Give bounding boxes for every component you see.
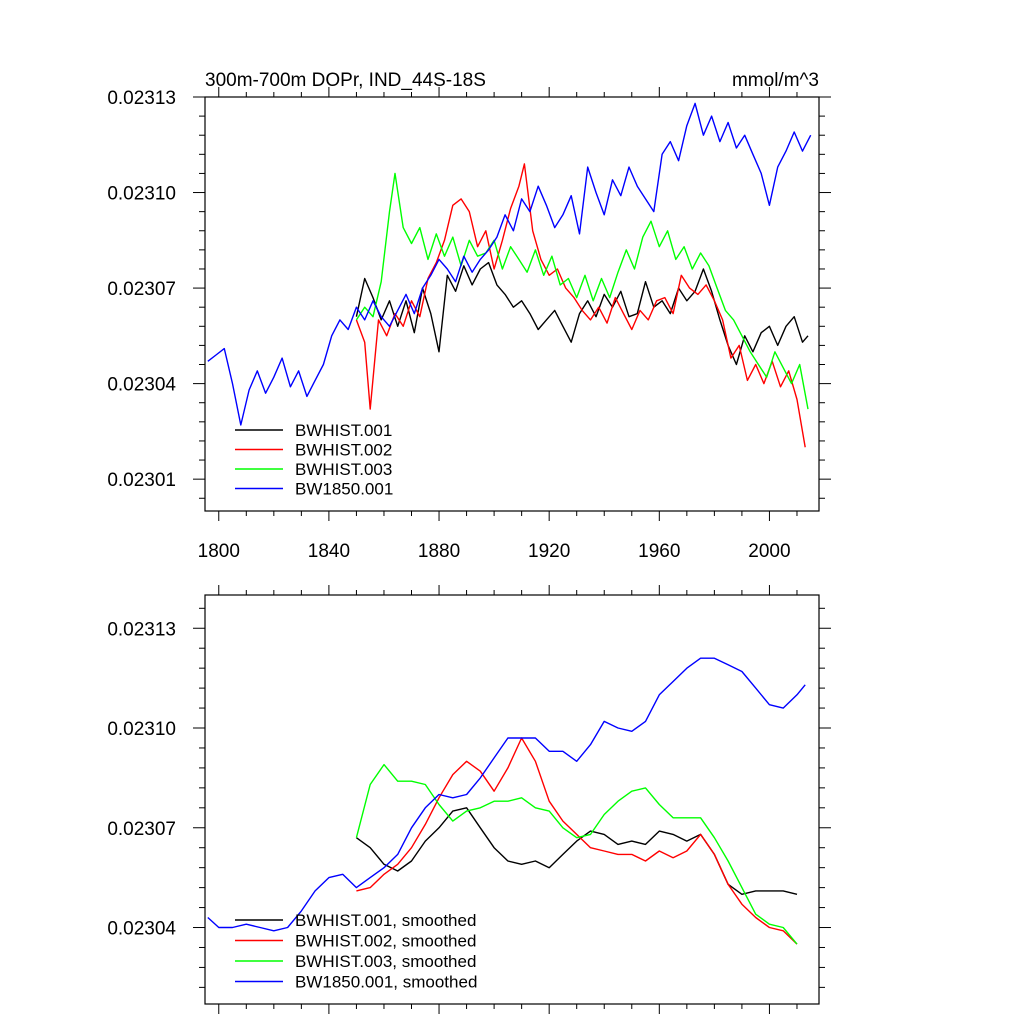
y-tick-label: 0.02307: [107, 279, 176, 300]
y-tick-label: 0.02304: [107, 919, 176, 940]
x-tick-label: 1960: [638, 541, 680, 562]
y-tick-label: 0.02313: [107, 619, 176, 640]
legend-label-2: BWHIST.002: [295, 441, 392, 460]
top-series-layer: [207, 102, 812, 448]
series-line-2: [355, 163, 806, 448]
top-panel: 300m-700m DOPr, IND_44S-18S mmol/m^3 180…: [107, 70, 831, 562]
bottom-ticks-layer: 0.02304 0.02307 0.02310 0.02313: [107, 585, 831, 1014]
y-tick-label: 0.02301: [107, 470, 176, 491]
series-line-2: [356, 737, 798, 945]
x-tick-label: 1840: [308, 541, 350, 562]
bottom-series-layer: [207, 657, 806, 945]
y-tick-label: 0.02313: [107, 88, 176, 109]
y-tick-label: 0.02307: [107, 819, 176, 840]
top-plot-frame: [204, 96, 820, 512]
x-tick-label: 1920: [528, 541, 570, 562]
series-line-1: [355, 807, 798, 895]
top-chart-title: 300m-700m DOPr, IND_44S-18S: [205, 70, 486, 91]
legend-label-2: BWHIST.002, smoothed: [295, 932, 476, 951]
y-tick-label: 0.02310: [107, 719, 176, 740]
top-ticks-layer: 1800 1840 1880 1920 1960 2000 0.02301 0.02304 0.…: [107, 87, 831, 562]
legend-label-1: BWHIST.001: [295, 421, 392, 440]
legend-label-3: BWHIST.003, smoothed: [295, 952, 476, 971]
series-line-1: [355, 261, 809, 366]
x-tick-label: 1880: [418, 541, 460, 562]
series-line-3: [355, 172, 809, 410]
bottom-plot-frame: [204, 594, 820, 1005]
x-tick-label: 1800: [198, 541, 240, 562]
y-tick-label: 0.02310: [107, 184, 176, 205]
x-tick-label: 2000: [748, 541, 790, 562]
bottom-legend: BWHIST.001, smoothed BWHIST.002, smoothed…: [235, 911, 477, 992]
legend-label-1: BWHIST.001, smoothed: [295, 911, 476, 930]
series-line-4: [207, 657, 806, 932]
legend-label-4: BW1850.001: [295, 480, 393, 499]
bottom-panel: 0.02304 0.02307 0.02310 0.02313 BWHIST.001,…: [107, 585, 831, 1014]
series-line-4: [207, 102, 812, 426]
legend-label-3: BWHIST.003: [295, 460, 392, 479]
y-tick-label: 0.02304: [107, 375, 176, 396]
series-line-3: [355, 763, 798, 945]
legend-label-4: BW1850.001, smoothed: [295, 973, 477, 992]
units-label: mmol/m^3: [732, 70, 819, 91]
